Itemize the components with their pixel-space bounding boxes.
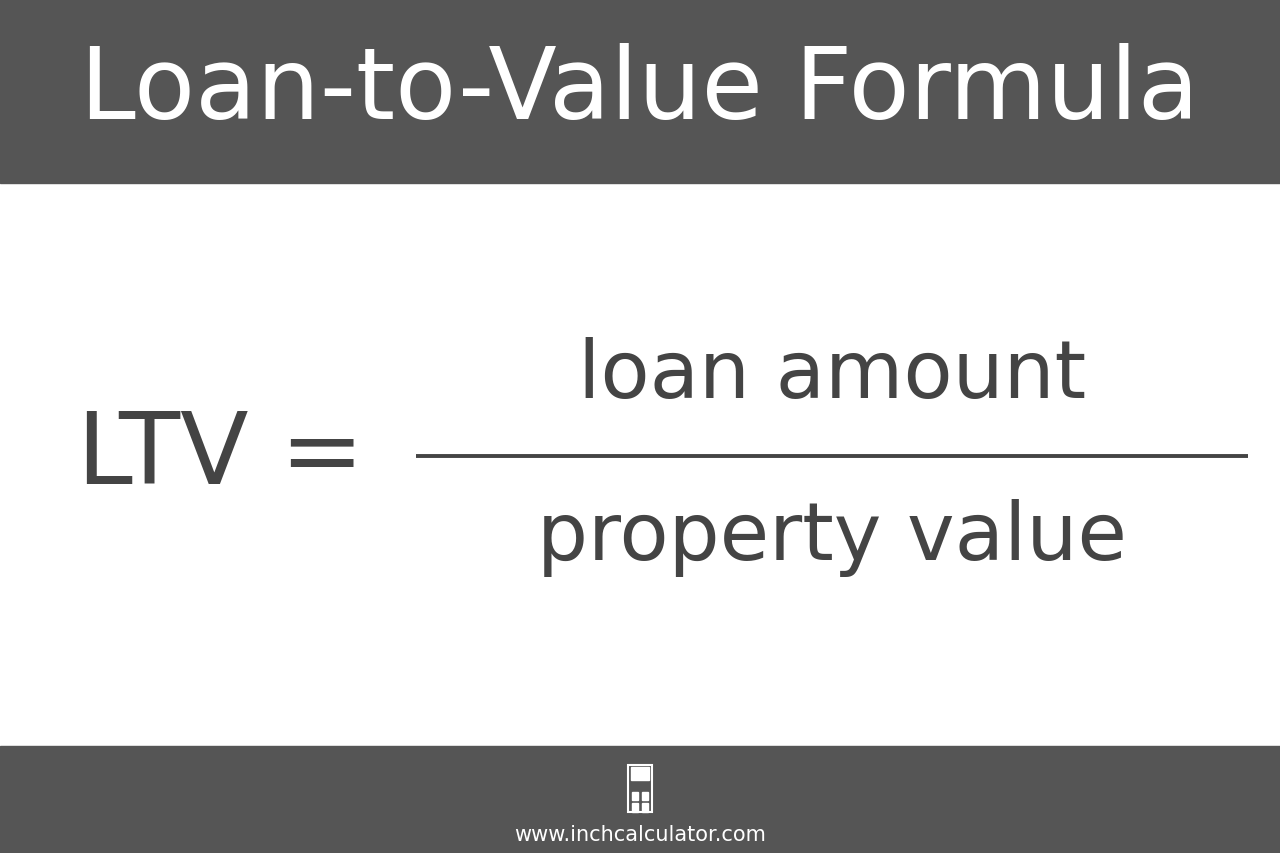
Text: www.inchcalculator.com: www.inchcalculator.com bbox=[515, 824, 765, 844]
Bar bbox=[641, 804, 648, 811]
Bar bbox=[628, 766, 652, 812]
Text: loan amount: loan amount bbox=[579, 336, 1085, 415]
Text: LTV =: LTV = bbox=[77, 408, 364, 505]
Bar bbox=[632, 804, 639, 811]
Bar bbox=[631, 767, 649, 780]
Bar bbox=[632, 792, 639, 800]
Text: property value: property value bbox=[538, 498, 1126, 577]
Text: Loan-to-Value Formula: Loan-to-Value Formula bbox=[81, 44, 1199, 140]
Bar bbox=[0, 746, 1280, 853]
Bar bbox=[0, 183, 1280, 746]
Bar bbox=[0, 0, 1280, 183]
Bar bbox=[641, 792, 648, 800]
